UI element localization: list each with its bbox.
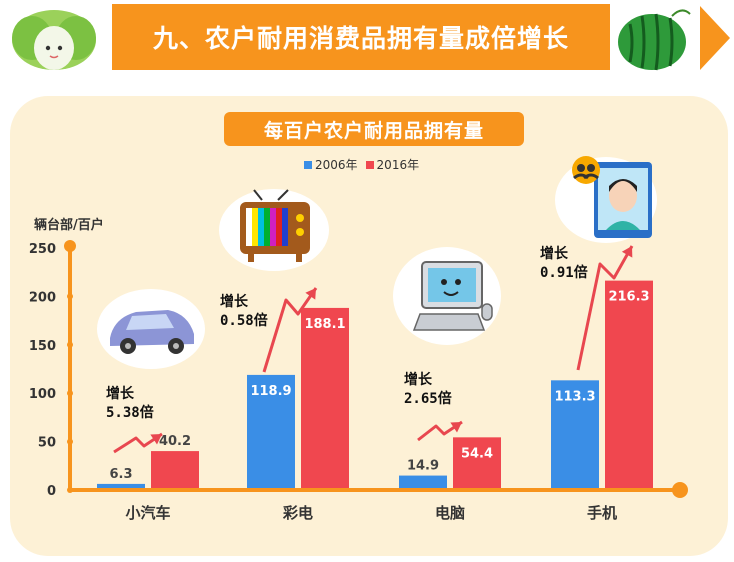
- x-axis-cap: [672, 482, 688, 498]
- bar-phone-2006: [551, 380, 599, 490]
- growth-label-pc: 增长 2.65倍: [404, 371, 452, 409]
- growth-arrowhead-tv: [305, 288, 316, 300]
- legend-item-2016: 2016年: [365, 156, 420, 173]
- y-tick-label: 150: [29, 339, 56, 354]
- growth-arrow-pc: [417, 420, 463, 442]
- bar-pc-2016: [453, 437, 501, 490]
- legend-swatch-2006: [304, 160, 312, 169]
- bar-pc-2006: [399, 475, 447, 490]
- bar-car-2016: [151, 451, 199, 490]
- growth-label-phone-line1: 增长: [540, 246, 568, 262]
- bar-tv-2006: [247, 374, 295, 490]
- growth-label-car-line1: 增长: [106, 386, 134, 402]
- growth-label-pc-line1: 增长: [404, 372, 432, 388]
- car-icon: [96, 288, 206, 374]
- growth-arrow-car: [113, 432, 163, 454]
- y-tick-mark: [67, 293, 73, 300]
- data-label-phone-2016: 216.3: [608, 290, 649, 305]
- growth-label-car-line2: 5.38倍: [106, 405, 154, 421]
- growth-arrowhead-phone: [621, 246, 633, 258]
- x-tick-label-car: 小汽车: [125, 504, 170, 522]
- legend-label-2016: 2016年: [376, 158, 420, 172]
- watermelon-icon: [612, 4, 698, 72]
- chart-subtitle: 每百户农户耐用品拥有量: [224, 112, 524, 146]
- y-tick-label: 250: [29, 242, 56, 257]
- growth-label-tv-line1: 增长: [220, 294, 248, 310]
- legend-item-2006: 2006年: [304, 156, 358, 173]
- bar-phone-2016: [605, 280, 653, 490]
- y-tick-mark: [67, 390, 73, 397]
- y-tick-label: 200: [29, 290, 56, 305]
- x-tick-label-phone: 手机: [587, 504, 617, 522]
- growth-arrowhead-pc: [450, 422, 462, 433]
- y-tick-mark: [67, 341, 73, 348]
- phone-icon: [554, 152, 658, 248]
- x-tick-label-pc: 电脑: [435, 504, 465, 522]
- growth-label-phone: 增长 0.91倍: [540, 245, 588, 283]
- data-label-tv-2016: 188.1: [304, 317, 345, 332]
- legend-label-2006: 2006年: [315, 158, 358, 172]
- data-label-tv-2006: 118.9: [250, 384, 291, 399]
- cabbage-icon: [4, 4, 104, 72]
- growth-label-tv-line2: 0.58倍: [220, 313, 268, 329]
- y-tick-label: 0: [47, 484, 56, 499]
- y-tick-mark: [67, 245, 73, 251]
- data-label-pc-2016: 54.4: [461, 446, 493, 461]
- tv-icon: [218, 188, 330, 276]
- data-label-phone-2006: 113.3: [554, 389, 595, 404]
- growth-arrow-tv: [262, 287, 318, 373]
- legend-swatch-2016: [365, 160, 374, 169]
- y-tick-label: 100: [29, 387, 56, 402]
- growth-arrowhead-car: [150, 434, 162, 445]
- growth-label-phone-line2: 0.91倍: [540, 265, 588, 281]
- growth-label-tv: 增长 0.58倍: [220, 293, 268, 331]
- data-label-car-2016: 40.2: [159, 434, 191, 449]
- bar-car-2006: [97, 483, 145, 490]
- growth-label-pc-line2: 2.65倍: [404, 391, 452, 407]
- y-axis-label: 辆台部/百户: [34, 218, 104, 233]
- next-arrow-icon: [700, 6, 730, 70]
- legend: 2006年 2016年: [304, 156, 427, 173]
- data-label-pc-2006: 14.9: [407, 459, 439, 474]
- y-tick-label: 50: [38, 436, 56, 451]
- page-title: 九、农户耐用消费品拥有量成倍增长: [112, 4, 610, 70]
- data-label-car-2006: 6.3: [109, 467, 132, 482]
- bar-tv-2016: [301, 307, 349, 490]
- y-tick-mark: [67, 438, 73, 445]
- x-tick-label-tv: 彩电: [282, 504, 313, 522]
- growth-label-car: 增长 5.38倍: [106, 385, 154, 423]
- growth-arrow-phone: [576, 245, 634, 371]
- computer-icon: [392, 246, 502, 350]
